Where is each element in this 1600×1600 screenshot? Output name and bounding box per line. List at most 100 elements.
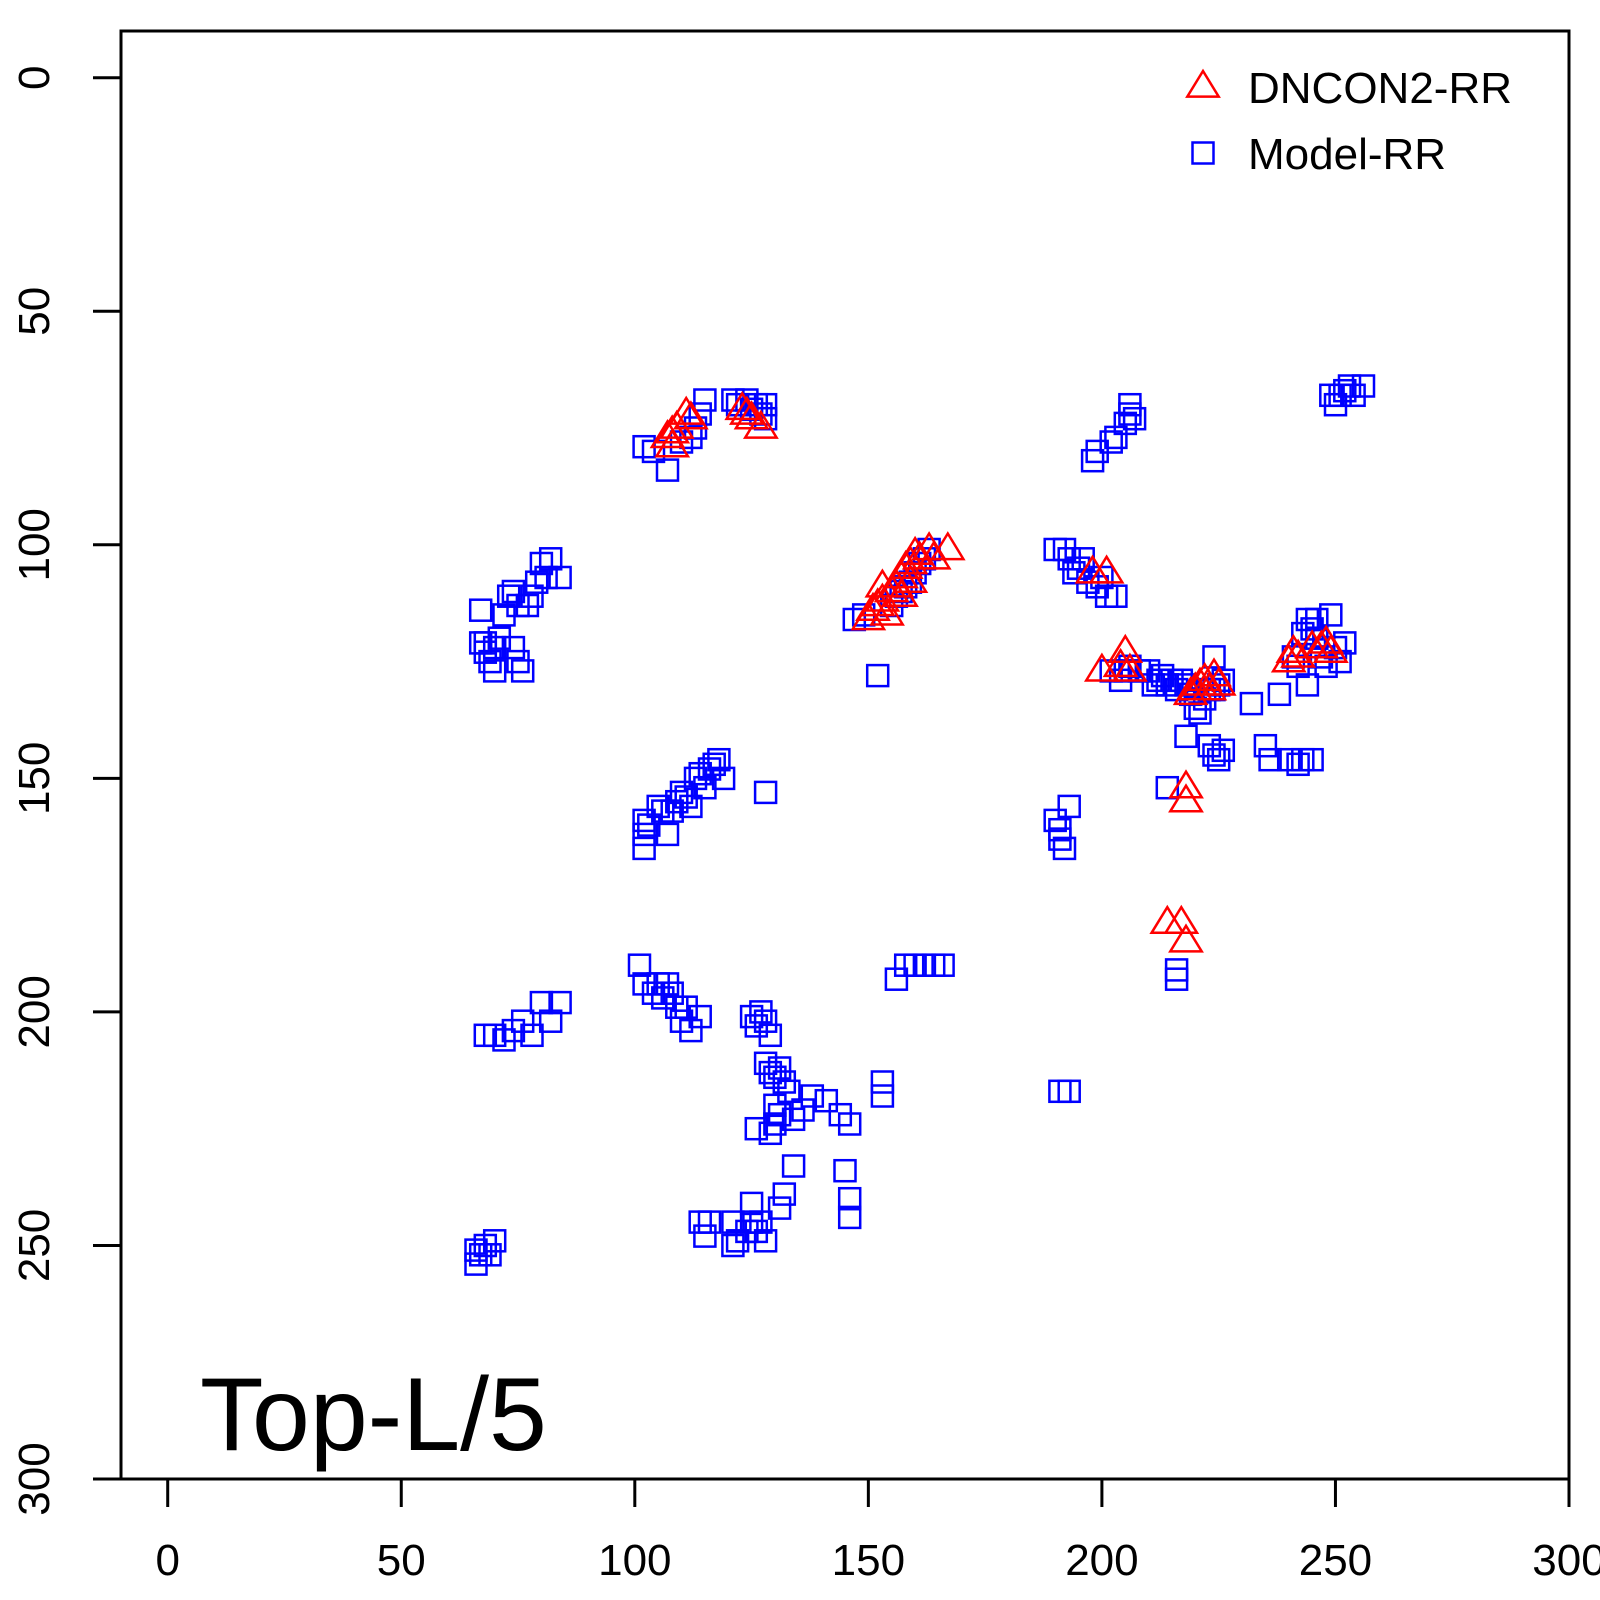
series-model-rr: [464, 374, 1376, 1276]
triangle-point: [1312, 633, 1349, 664]
square-point: [548, 565, 572, 590]
square-point: [1155, 775, 1180, 800]
square-point: [837, 1112, 862, 1136]
square-point: [627, 953, 652, 977]
triangle-point: [892, 563, 929, 594]
square-point: [1286, 752, 1310, 777]
square-point: [632, 836, 656, 861]
square-point: [468, 598, 493, 622]
square-point: [693, 1224, 717, 1248]
square-point: [744, 1116, 769, 1141]
square-point: [688, 1004, 712, 1029]
triangle-point: [1168, 923, 1204, 953]
square-point: [641, 439, 666, 464]
square-point: [931, 953, 955, 977]
y-tick-label: 250: [10, 1209, 59, 1282]
square-point: [721, 1233, 745, 1258]
triangle-point: [929, 531, 966, 561]
triangle-point: [1168, 783, 1204, 813]
triangle-point: [897, 535, 933, 565]
legend: DNCON2-RR Model-RR: [1185, 64, 1512, 179]
legend-marker-triangle: [1185, 68, 1221, 98]
square-point: [655, 822, 680, 847]
square-point: [1057, 1079, 1081, 1104]
square-point: [739, 1191, 764, 1216]
triangle-point: [915, 540, 952, 570]
square-point: [837, 1186, 862, 1211]
y-tick-label: 150: [10, 742, 59, 815]
triangle-point: [1111, 652, 1148, 682]
triangle-point: [1102, 647, 1139, 678]
triangle-point: [1200, 666, 1237, 696]
triangle-point: [1280, 638, 1317, 668]
y-tick-label: 0: [10, 65, 59, 89]
x-tick-label: 0: [155, 1536, 179, 1585]
square-point: [870, 1070, 895, 1094]
square-point: [697, 1210, 722, 1234]
legend-label: DNCON2-RR: [1248, 64, 1512, 113]
y-tick-label: 100: [10, 508, 59, 581]
square-point: [468, 1243, 493, 1267]
square-point: [510, 659, 535, 683]
x-tick-label: 50: [377, 1536, 426, 1585]
y-tick-label: 50: [10, 287, 59, 336]
chart-annotation: Top-L/5: [200, 1357, 547, 1473]
square-point: [814, 1088, 839, 1113]
data-points: [464, 374, 1376, 1276]
square-point: [655, 458, 680, 482]
triangle-point: [668, 395, 705, 425]
square-point: [781, 1154, 806, 1178]
triangle-point: [728, 395, 765, 425]
triangle-point: [1182, 666, 1218, 696]
square-point: [1305, 607, 1329, 632]
square-point: [1174, 724, 1198, 749]
square-point: [660, 981, 684, 1005]
square-point: [1188, 701, 1212, 725]
square-point: [711, 766, 736, 791]
triangle-point: [869, 596, 905, 626]
square-point: [767, 1196, 792, 1220]
square-point: [1104, 584, 1128, 608]
square-point: [520, 584, 544, 608]
square-point: [1122, 406, 1147, 431]
square-point: [693, 388, 717, 412]
square-point: [753, 1229, 778, 1253]
legend-marker-square: [1191, 141, 1215, 165]
square-point: [1202, 645, 1226, 669]
triangle-point: [742, 409, 779, 439]
x-tick-label: 200: [1065, 1536, 1138, 1585]
y-tick-label: 300: [10, 1442, 59, 1515]
square-point: [837, 1205, 862, 1230]
square-point: [1052, 836, 1077, 861]
square-point: [482, 659, 507, 683]
square-point: [473, 631, 498, 655]
square-point: [482, 1229, 507, 1253]
square-point: [1239, 691, 1264, 716]
square-point: [763, 1112, 787, 1136]
square-point: [1258, 747, 1282, 772]
square-point: [548, 990, 572, 1015]
square-point: [753, 1009, 778, 1033]
square-point: [767, 1056, 792, 1080]
square-point: [1099, 430, 1123, 454]
square-point: [753, 780, 778, 805]
square-point: [1253, 733, 1278, 758]
square-point: [1267, 682, 1292, 707]
square-point: [520, 1023, 544, 1048]
square-point: [646, 794, 670, 819]
square-point: [772, 1182, 797, 1206]
triangle-point: [1168, 769, 1204, 799]
triangle-point: [864, 568, 901, 598]
square-point: [1164, 967, 1189, 991]
square-point: [1118, 402, 1142, 426]
legend-label: Model-RR: [1248, 130, 1446, 179]
square-point: [1319, 603, 1343, 627]
square-point: [534, 565, 558, 590]
y-axis: 0 50 100 150 200 250 300: [10, 65, 123, 1516]
square-point: [501, 635, 526, 660]
triangle-point: [672, 400, 709, 430]
square-point: [865, 663, 890, 688]
series-dncon2-rr: [649, 390, 1349, 953]
square-point: [1090, 565, 1114, 590]
